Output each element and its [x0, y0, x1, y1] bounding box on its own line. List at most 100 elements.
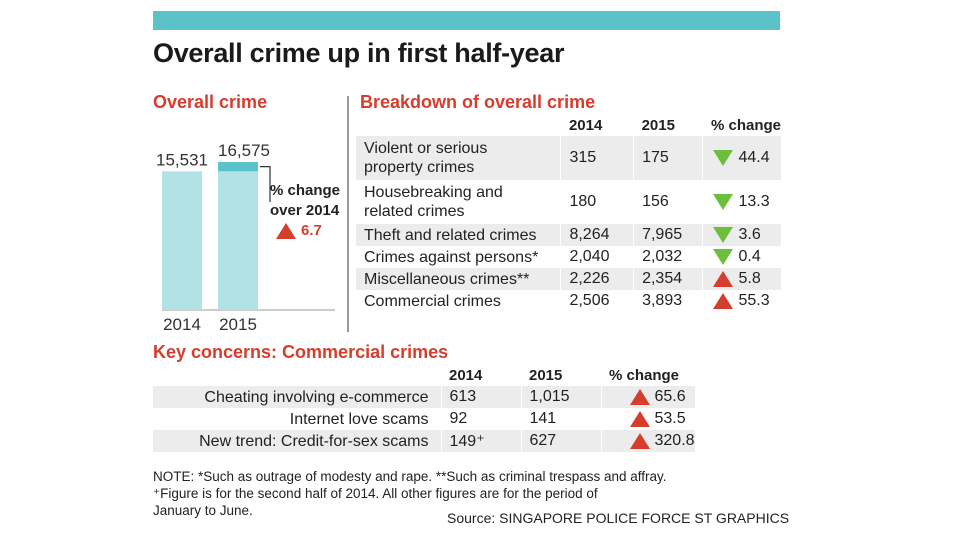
bar-value-label: 15,531 — [156, 150, 208, 169]
column-header-2015: 2015 — [529, 366, 563, 384]
change-value: 3.6 — [738, 226, 761, 243]
change-cell: 53.5 — [629, 410, 696, 428]
change-value-row: 6.7 — [276, 221, 340, 241]
table-header-row: 2014 2015 % change — [153, 364, 695, 386]
value-change: 320.8 — [600, 430, 696, 452]
change-cell: 55.3 — [713, 292, 781, 310]
key-concerns-table: 2014 2015 % change Cheating involving e-… — [153, 364, 695, 452]
up-arrow-icon — [629, 433, 650, 449]
row-label: Cheating involving e-commerce — [153, 386, 441, 408]
table-row: Commercial crimes 2,506 3,893 55.3 — [356, 290, 781, 312]
breakdown-table: 2014 2015 % change Violent or serious pro… — [356, 114, 781, 312]
change-annotation: % change over 2014 6.7 — [270, 181, 340, 241]
row-label: Miscellaneous crimes** — [356, 268, 561, 290]
table-row: Violent or serious property crimes 315 175 4… — [356, 136, 781, 180]
column-header-2015: 2015 — [641, 116, 675, 134]
table-row: Housebreaking and related crimes 180 156 13.… — [356, 180, 781, 224]
value-2014: 8,264 — [560, 224, 634, 246]
breakdown-title: Breakdown of overall crime — [360, 92, 596, 112]
change-value: 55.3 — [738, 292, 770, 309]
column-header-change: % change — [609, 366, 680, 384]
source-credit: Source: SINGAPORE POLICE FORCE ST GRAPHI… — [447, 510, 790, 526]
value-2015: 2,354 — [633, 268, 703, 290]
value-2015: 627 — [520, 430, 601, 452]
row-label: New trend: Credit-for-sex scams — [153, 430, 441, 452]
change-label-line1: % change — [270, 182, 341, 199]
row-label: Internet love scams — [289, 410, 429, 428]
table-row: Crimes against persons* 2,040 2,032 0.4 — [356, 246, 781, 268]
table-row: Miscellaneous crimes** 2,226 2,354 5.8 — [356, 268, 781, 290]
value-2014: 180 — [560, 180, 634, 224]
table-row: Cheating involving e-commerce 613 1,015 65.… — [153, 386, 695, 408]
change-value: 5.8 — [738, 270, 761, 287]
footnote: NOTE: *Such as outrage of modesty and ra… — [153, 468, 753, 519]
table-row: New trend: Credit-for-sex scams 149⁺ 627 32… — [153, 430, 695, 452]
value-2015: 3,893 — [633, 290, 703, 312]
value-change: 53.5 — [600, 408, 696, 430]
value-2015: 175 — [633, 136, 703, 180]
value-change: 55.3 — [702, 290, 781, 312]
down-arrow-icon — [713, 249, 734, 265]
row-label: Commercial crimes — [364, 292, 501, 310]
section-divider — [347, 96, 349, 332]
table-row: Internet love scams 92 141 53.5 — [153, 408, 695, 430]
value-change: 0.4 — [702, 246, 781, 268]
value-2015: 156 — [633, 180, 703, 224]
value-2014: 92 — [440, 408, 521, 430]
value-change: 13.3 — [702, 180, 781, 224]
row-label: Violent or serious property crimes — [356, 136, 561, 180]
category-label: 2014 — [163, 315, 201, 334]
value-change: 44.4 — [702, 136, 781, 180]
up-arrow-icon — [713, 271, 734, 287]
bar-2014 — [162, 171, 202, 310]
key-concerns-title: Key concerns: Commercial crimes — [153, 342, 449, 362]
value-2014: 315 — [560, 136, 634, 180]
value-2014: 2,040 — [560, 246, 634, 268]
change-cell: 5.8 — [713, 270, 781, 288]
change-value: 53.5 — [654, 410, 686, 427]
column-header-2014: 2014 — [449, 366, 483, 384]
footnote-line-1: NOTE: *Such as outrage of modesty and ra… — [153, 469, 667, 484]
change-cell: 0.4 — [713, 248, 781, 266]
label-column-header — [153, 364, 441, 386]
label-column-header — [356, 114, 561, 136]
change-value: 0.4 — [738, 248, 761, 265]
value-2014: 2,506 — [560, 290, 634, 312]
row-label: Theft and related crimes — [356, 224, 561, 246]
change-value: 65.6 — [654, 388, 686, 405]
down-arrow-icon — [713, 150, 734, 166]
overall-crime-title: Overall crime — [153, 92, 268, 112]
value-change: 5.8 — [702, 268, 781, 290]
change-value: 6.7 — [301, 222, 322, 239]
change-cell: 320.8 — [629, 432, 696, 450]
change-cell: 13.3 — [713, 193, 781, 211]
change-value: 44.4 — [738, 149, 770, 166]
table-header-row: 2014 2015 % change — [356, 114, 781, 136]
accent-bar — [153, 11, 780, 30]
change-value: 320.8 — [654, 432, 695, 449]
value-2015: 2,032 — [633, 246, 703, 268]
column-header-2014: 2014 — [568, 116, 603, 134]
up-arrow-icon — [629, 411, 650, 427]
up-arrow-icon — [629, 389, 650, 405]
bar-increase-segment — [218, 162, 258, 172]
row-label: Housebreaking and related crimes — [364, 184, 503, 220]
up-arrow-icon — [276, 223, 296, 239]
change-cell: 44.4 — [713, 149, 781, 167]
down-arrow-icon — [713, 194, 734, 210]
change-cell: 65.6 — [629, 388, 696, 406]
value-2014: 149⁺ — [440, 430, 521, 452]
category-label: 2015 — [219, 315, 257, 334]
change-label-line2: over 2014 — [270, 202, 340, 219]
change-cell: 3.6 — [713, 226, 781, 244]
annotation-connector — [260, 166, 271, 202]
value-2015: 7,965 — [633, 224, 703, 246]
overall-crime-chart: 15,531 2014 16,575 2015 — [156, 141, 335, 334]
value-2015: 141 — [520, 408, 601, 430]
row-label: Crimes against persons* — [364, 248, 539, 266]
bar-value-label: 16,575 — [218, 141, 270, 160]
up-arrow-icon — [713, 293, 734, 309]
change-value: 13.3 — [738, 193, 770, 210]
value-2015: 1,015 — [520, 386, 601, 408]
value-change: 65.6 — [600, 386, 696, 408]
